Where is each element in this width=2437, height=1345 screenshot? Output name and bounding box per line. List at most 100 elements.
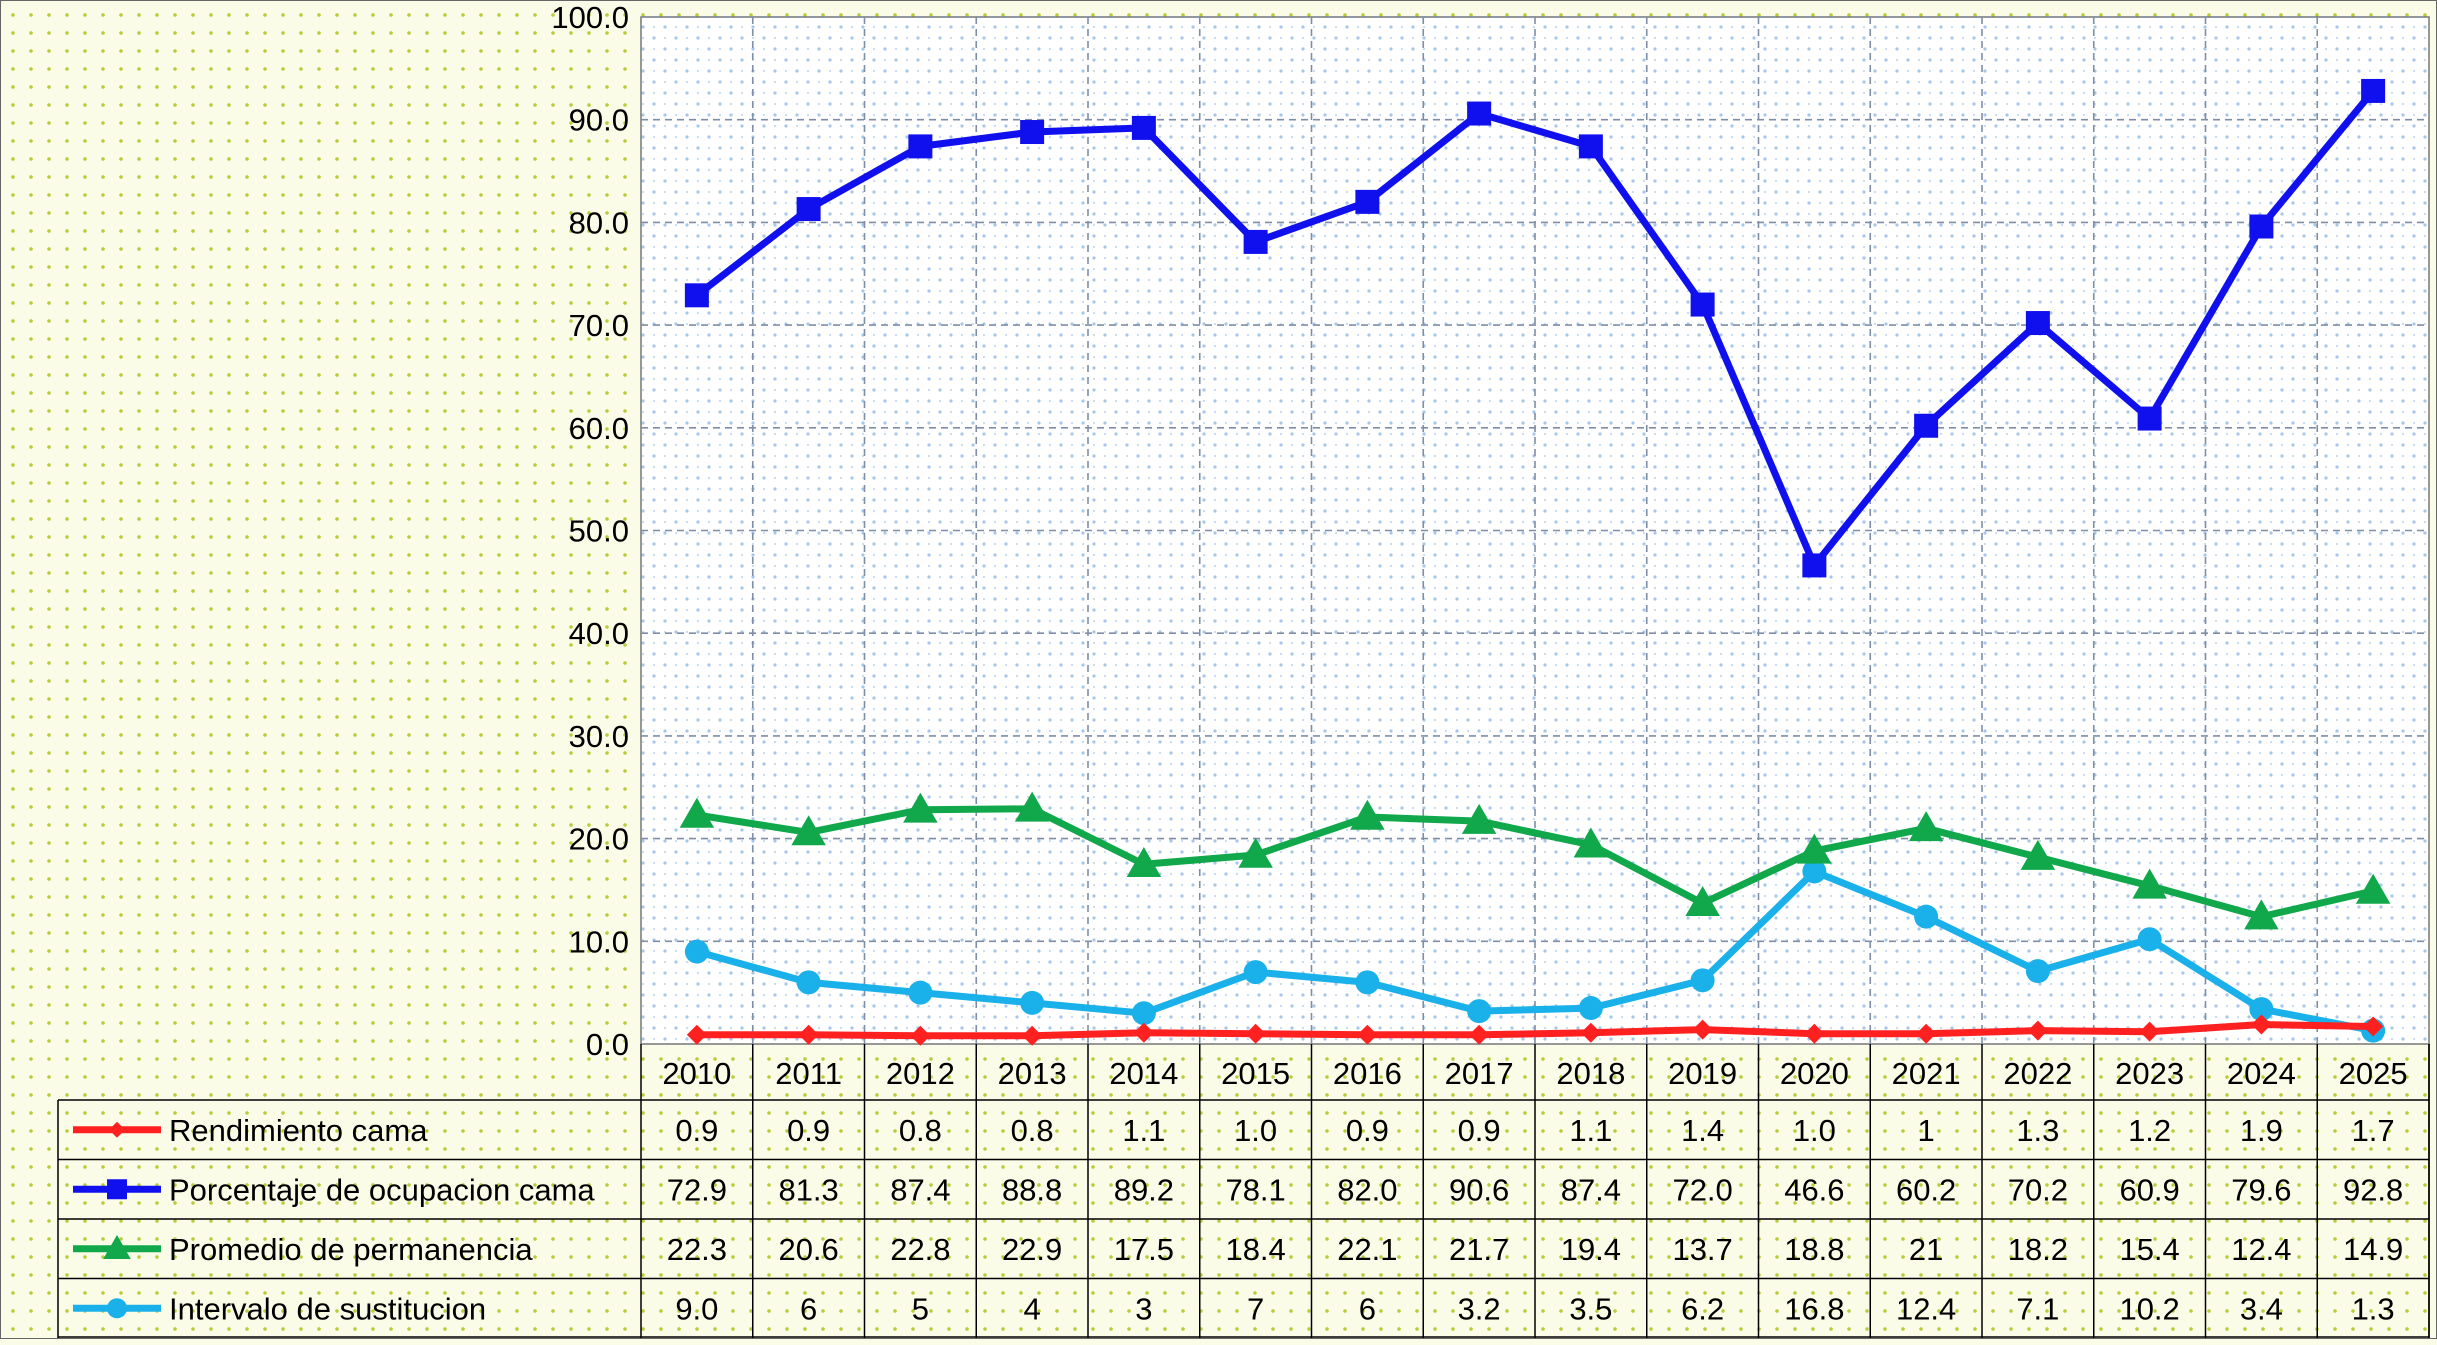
data-table-cell: 1.0 xyxy=(1793,1113,1836,1148)
data-table-cell: 82.0 xyxy=(1337,1172,1397,1207)
data-table-cell: 18.4 xyxy=(1225,1232,1285,1267)
data-point xyxy=(2027,1020,2048,1041)
data-table-cell: 1.2 xyxy=(2128,1113,2171,1148)
y-tick-label: 10.0 xyxy=(569,924,629,959)
x-tick-label: 2023 xyxy=(2115,1056,2184,1091)
data-point xyxy=(2025,311,2050,336)
data-table-cell: 0.9 xyxy=(1346,1113,1389,1148)
data-point xyxy=(2244,899,2279,930)
y-tick-label: 40.0 xyxy=(569,616,629,651)
data-point xyxy=(1133,1022,1154,1043)
y-tick-label: 100.0 xyxy=(551,1,629,35)
data-point xyxy=(1914,413,1939,438)
data-point xyxy=(1243,229,1268,254)
data-table-cell: 3.4 xyxy=(2240,1291,2283,1326)
data-table-cell: 12.4 xyxy=(2231,1232,2291,1267)
data-table-cell: 6.2 xyxy=(1681,1291,1724,1326)
x-tick-label: 2015 xyxy=(1221,1056,1290,1091)
data-point xyxy=(1355,970,1380,995)
y-tick-label: 20.0 xyxy=(569,822,629,857)
data-table-cell: 7 xyxy=(1247,1291,1264,1326)
data-table-cell: 87.4 xyxy=(1561,1172,1621,1207)
y-tick-label: 30.0 xyxy=(569,719,629,754)
data-point xyxy=(1690,968,1715,993)
legend-marker xyxy=(103,1234,131,1259)
x-tick-label: 2021 xyxy=(1892,1056,1961,1091)
data-point xyxy=(2132,868,2167,899)
data-point xyxy=(686,1024,707,1045)
data-point xyxy=(1014,791,1050,822)
data-table-cell: 10.2 xyxy=(2119,1291,2179,1326)
data-table-cell: 6 xyxy=(800,1291,817,1326)
legend-label: Promedio de permanencia xyxy=(169,1232,533,1267)
data-point xyxy=(1131,1001,1156,1026)
data-table-cell: 81.3 xyxy=(778,1172,838,1207)
data-point xyxy=(1802,553,1827,578)
data-table-cell: 5 xyxy=(912,1291,929,1326)
x-tick-label: 2016 xyxy=(1333,1056,1402,1091)
y-tick-label: 70.0 xyxy=(569,308,629,343)
data-point xyxy=(2139,1021,2160,1042)
data-point xyxy=(1467,101,1492,126)
data-point xyxy=(2251,1014,2272,1035)
data-table-cell: 0.8 xyxy=(899,1113,942,1148)
data-table-cell: 21.7 xyxy=(1449,1232,1509,1267)
data-point xyxy=(798,1024,819,1045)
data-table-cell: 17.5 xyxy=(1114,1232,1174,1267)
data-point xyxy=(1580,1022,1601,1043)
data-table-cell: 22.9 xyxy=(1002,1232,1062,1267)
data-point xyxy=(1467,999,1492,1024)
data-point xyxy=(1685,886,1720,917)
data-table-cell: 1.4 xyxy=(1681,1113,1724,1148)
data-table-cell: 1 xyxy=(1918,1113,1935,1148)
data-table-cell: 15.4 xyxy=(2119,1232,2179,1267)
data-point xyxy=(1573,827,1609,858)
data-point xyxy=(1357,1024,1378,1045)
data-table-cell: 16.8 xyxy=(1784,1291,1844,1326)
data-table-cell: 3.5 xyxy=(1569,1291,1612,1326)
data-point xyxy=(1355,189,1380,214)
y-tick-label: 0.0 xyxy=(586,1027,629,1062)
data-table-cell: 20.6 xyxy=(778,1232,838,1267)
x-tick-label: 2024 xyxy=(2227,1056,2296,1091)
data-point xyxy=(1126,847,1162,878)
x-tick-label: 2018 xyxy=(1556,1056,1625,1091)
legend-marker xyxy=(109,1121,125,1138)
data-point xyxy=(1578,996,1603,1021)
data-point xyxy=(2355,873,2391,904)
data-point xyxy=(791,815,826,846)
data-table-cell: 1.7 xyxy=(2352,1113,2395,1148)
data-point xyxy=(1020,990,1045,1015)
data-point xyxy=(908,980,933,1005)
data-table-cell: 72.9 xyxy=(667,1172,727,1207)
data-table-cell: 72.0 xyxy=(1672,1172,1732,1207)
data-table-cell: 12.4 xyxy=(1896,1291,1956,1326)
data-table-cell: 7.1 xyxy=(2016,1291,2059,1326)
data-table-cell: 1.3 xyxy=(2352,1291,2395,1326)
series-line xyxy=(696,1021,2374,1040)
data-point xyxy=(684,939,709,964)
data-table-cell: 1.3 xyxy=(2016,1113,2059,1148)
data-table-cell: 78.1 xyxy=(1225,1172,1285,1207)
data-point xyxy=(903,792,938,823)
x-tick-label: 2012 xyxy=(886,1056,955,1091)
data-point xyxy=(2137,927,2162,952)
x-tick-label: 2020 xyxy=(1780,1056,1849,1091)
x-tick-label: 2011 xyxy=(775,1056,842,1091)
data-table-cell: 0.9 xyxy=(1458,1113,1501,1148)
data-table-cell: 60.9 xyxy=(2119,1172,2179,1207)
data-table-cell: 60.2 xyxy=(1896,1172,1956,1207)
data-table-cell: 4 xyxy=(1024,1291,1041,1326)
data-table-cell: 22.1 xyxy=(1337,1232,1397,1267)
legend-marker xyxy=(107,1179,127,1200)
data-table-cell: 92.8 xyxy=(2343,1172,2403,1207)
data-point xyxy=(1914,904,1939,929)
data-table-cell: 1.1 xyxy=(1569,1113,1612,1148)
series-2 xyxy=(679,791,2391,930)
data-point xyxy=(679,797,715,828)
data-table-cell: 21 xyxy=(1909,1232,1943,1267)
x-tick-label: 2010 xyxy=(662,1056,731,1091)
data-point xyxy=(2249,997,2274,1022)
data-table-cell: 46.6 xyxy=(1784,1172,1844,1207)
legend-label: Porcentaje de ocupacion cama xyxy=(169,1172,595,1207)
